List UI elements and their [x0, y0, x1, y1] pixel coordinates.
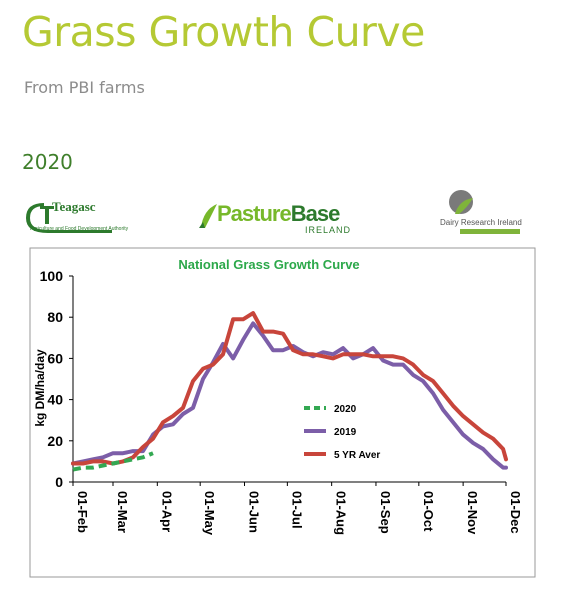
pasturebase-ireland: IRELAND	[305, 225, 352, 235]
x-tick-label: 01-Nov	[465, 491, 480, 535]
page-subtitle: From PBI farms	[24, 78, 145, 97]
x-tick-label: 01-Oct	[421, 491, 436, 532]
x-tick-label: 01-Aug	[334, 491, 349, 535]
y-tick-label: 40	[47, 392, 63, 408]
chart-series	[71, 311, 508, 472]
year-heading: 2020	[22, 150, 73, 174]
teagasc-logo-mark	[26, 203, 112, 233]
y-tick-label: 60	[47, 350, 63, 366]
page-title: Grass Growth Curve	[22, 8, 425, 56]
y-tick-label: 100	[40, 268, 64, 284]
pasturebase-leaf-icon	[199, 204, 217, 228]
series-line-5-yr-aver	[71, 311, 508, 466]
x-tick-label: 01-Feb	[75, 491, 90, 533]
x-tick-label: 01-May	[202, 491, 217, 536]
teagasc-wordmark: Teagasc	[52, 199, 96, 214]
teagasc-tagline: Agriculture and Food Development Authori…	[30, 226, 129, 232]
legend-label: 2020	[334, 404, 357, 415]
x-tick-label: 01-Jul	[289, 491, 304, 529]
y-axis-label: kg DM/ha/day	[33, 349, 47, 427]
x-tick-label: 01-Mar	[115, 491, 130, 533]
chart-frame	[29, 247, 536, 578]
dairy-research-ireland-logo: Dairy Research Ireland	[440, 188, 540, 238]
chart-title: National Grass Growth Curve	[178, 257, 359, 272]
chart-legend: 2020 2019 5 YR Aver	[304, 404, 380, 461]
y-tick-label: 80	[47, 309, 63, 325]
series-line-2020	[72, 451, 154, 472]
x-tick-label: 01-Apr	[159, 491, 174, 532]
pasturebase-logo: PastureBase IRELAND	[195, 198, 365, 240]
legend-label: 2019	[334, 427, 357, 438]
pasturebase-wordmark-a: Pasture	[217, 201, 292, 226]
teagasc-logo: Teagasc Agriculture and Food Development…	[22, 196, 128, 242]
pasturebase-wordmark: PastureBase	[217, 201, 341, 227]
dri-wordmark: Dairy Research Ireland	[440, 218, 522, 227]
x-tick-label: 01-Jun	[246, 491, 261, 533]
chart-axes: 0 20 40 60 80 100 01-Feb 01-Mar 01-Apr 01-May 01-J…	[40, 268, 523, 536]
x-tick-label: 01-Dec	[508, 491, 523, 534]
dri-underline-bar	[460, 229, 520, 234]
x-tick-label: 01-Sep	[378, 491, 393, 534]
y-tick-label: 0	[55, 474, 63, 490]
y-tick-label: 20	[47, 433, 63, 449]
dri-emblem-icon	[449, 190, 473, 214]
legend-label: 5 YR Aver	[334, 450, 380, 461]
pasturebase-wordmark-b: Base	[290, 201, 341, 226]
